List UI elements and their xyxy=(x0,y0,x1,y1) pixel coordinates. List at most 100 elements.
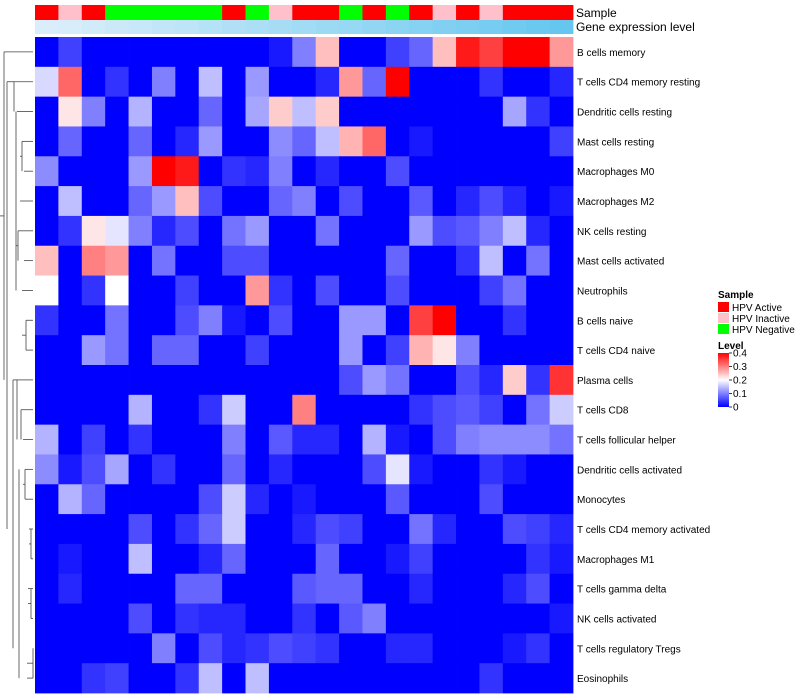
heatmap-cell xyxy=(292,305,317,336)
heatmap-cell xyxy=(549,543,574,575)
heatmap-cell xyxy=(198,424,223,455)
row-dendrogram xyxy=(0,51,34,679)
heatmap-cell xyxy=(315,275,340,306)
heatmap-cell xyxy=(105,454,129,485)
heatmap-cell xyxy=(175,663,200,694)
heatmap-cell xyxy=(105,156,129,187)
heatmap-cell xyxy=(175,37,200,68)
heatmap-cell xyxy=(35,484,59,515)
heatmap-cell xyxy=(292,215,317,247)
heatmap-cell xyxy=(198,156,223,187)
heatmap-cell xyxy=(35,633,59,664)
heatmap-cell xyxy=(35,603,59,634)
sample-annotation-cell xyxy=(479,5,504,20)
heatmap-cell xyxy=(502,66,527,98)
gene-annotation-cell xyxy=(526,20,551,34)
heatmap-cell xyxy=(479,96,504,127)
heatmap-cell xyxy=(526,454,551,485)
heatmap-cell xyxy=(479,66,504,98)
heatmap-cell xyxy=(58,275,83,306)
heatmap-cell xyxy=(222,573,246,604)
heatmap-cell xyxy=(151,484,176,515)
heatmap-cell xyxy=(292,245,317,276)
heatmap-cell xyxy=(362,186,387,217)
heatmap-cell xyxy=(456,215,480,247)
sample-annotation-cell xyxy=(456,5,480,20)
heatmap-cell xyxy=(549,454,574,485)
heatmap-cell xyxy=(409,603,434,634)
heatmap-cell xyxy=(385,603,410,634)
sample-annotation-cell xyxy=(362,5,387,20)
gene-annotation-cell xyxy=(479,20,504,34)
heatmap-cell xyxy=(292,514,317,545)
heatmap-cell xyxy=(245,365,270,396)
heatmap-cell xyxy=(456,543,480,575)
heatmap-cell xyxy=(35,454,59,485)
gene-annotation-cell xyxy=(151,20,176,34)
heatmap-cell xyxy=(315,156,340,187)
row-label: NK cells activated xyxy=(577,614,656,625)
heatmap-cell xyxy=(479,335,504,366)
heatmap-cell xyxy=(175,305,200,336)
heatmap-cell xyxy=(362,663,387,694)
heatmap-cell xyxy=(128,156,153,187)
heatmap-cell xyxy=(432,275,457,306)
heatmap-cell xyxy=(549,96,574,127)
gene-annotation-label: Gene expression level xyxy=(576,20,695,34)
heatmap-cell xyxy=(35,305,59,336)
heatmap-cell xyxy=(409,543,434,575)
heatmap-cell xyxy=(339,543,363,575)
heatmap-cell xyxy=(385,96,410,127)
heatmap-cell xyxy=(81,66,106,98)
heatmap-cell xyxy=(198,543,223,575)
heatmap-cell xyxy=(339,305,363,336)
heatmap-cell xyxy=(198,275,223,306)
heatmap-cell xyxy=(315,186,340,217)
heatmap-cell xyxy=(385,633,410,664)
heatmap-cell xyxy=(315,603,340,634)
heatmap-cell xyxy=(432,245,457,276)
heatmap-cell xyxy=(409,37,434,68)
heatmap-cell xyxy=(245,663,270,694)
heatmap-cell xyxy=(315,126,340,157)
heatmap-cell xyxy=(526,514,551,545)
heatmap-cell xyxy=(526,394,551,426)
heatmap-cell xyxy=(245,245,270,276)
heatmap-cell xyxy=(502,573,527,604)
row-label: T cells CD4 memory activated xyxy=(577,525,710,536)
heatmap-cell xyxy=(175,66,200,98)
heatmap-cell xyxy=(245,394,270,426)
heatmap-cell xyxy=(151,215,176,247)
heatmap-cell xyxy=(456,454,480,485)
heatmap-cell xyxy=(175,543,200,575)
heatmap-cell xyxy=(502,126,527,157)
heatmap-cell xyxy=(128,454,153,485)
heatmap-cell xyxy=(432,186,457,217)
heatmap-cell xyxy=(526,335,551,366)
heatmap-cell xyxy=(175,424,200,455)
heatmap-cell xyxy=(479,633,504,664)
sample-annotation-cell xyxy=(105,5,129,20)
heatmap-cell xyxy=(339,126,363,157)
heatmap-cell xyxy=(222,365,246,396)
gene-annotation-cell xyxy=(175,20,200,34)
heatmap-cell xyxy=(268,215,293,247)
heatmap-cell xyxy=(245,633,270,664)
heatmap-cell xyxy=(105,633,129,664)
gene-annotation-cell xyxy=(222,20,246,34)
heatmap-cell xyxy=(81,484,106,515)
heatmap-cell xyxy=(105,66,129,98)
heatmap-cell xyxy=(456,603,480,634)
heatmap-cell xyxy=(479,603,504,634)
heatmap-cell xyxy=(198,215,223,247)
legend-level-tick-label: 0.1 xyxy=(733,389,747,400)
heatmap-cell xyxy=(222,335,246,366)
gene-annotation-cell xyxy=(315,20,340,34)
heatmap-cell xyxy=(268,365,293,396)
gene-annotation-cell xyxy=(58,20,83,34)
row-label: Eosinophils xyxy=(577,674,628,685)
heatmap-cell xyxy=(268,275,293,306)
heatmap-cell xyxy=(292,275,317,306)
heatmap-cell xyxy=(222,37,246,68)
heatmap-cell xyxy=(58,365,83,396)
